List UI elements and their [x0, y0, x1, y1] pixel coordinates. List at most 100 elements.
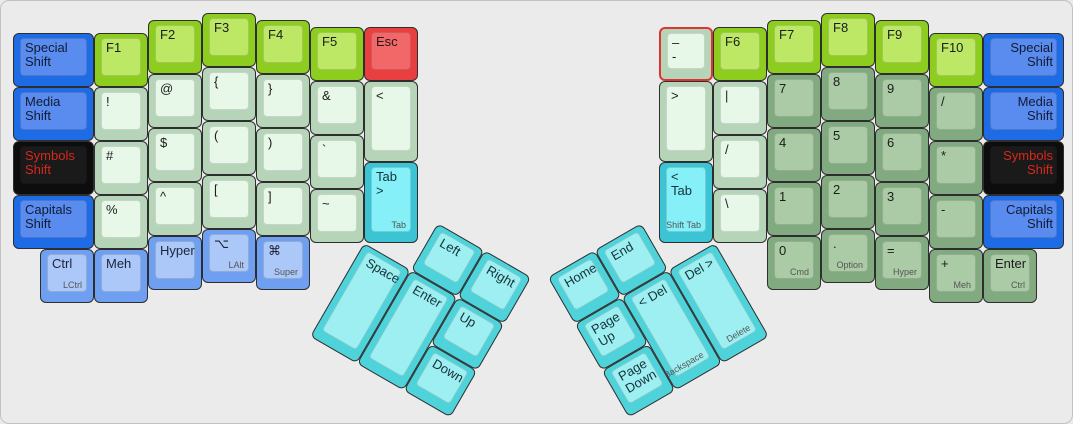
key-close-bracket[interactable]: ]: [256, 182, 310, 236]
key-dollar[interactable]: $: [148, 128, 202, 182]
key-special-shift-left[interactable]: Special Shift: [13, 33, 94, 87]
key-backslash[interactable]: \: [713, 189, 767, 243]
key-f5[interactable]: F5: [310, 27, 364, 81]
keytop: {: [209, 72, 249, 110]
key-num-5[interactable]: 5: [821, 121, 875, 175]
key-f10[interactable]: F10: [929, 33, 983, 87]
key-label: 0: [779, 243, 787, 258]
key-label: 1: [779, 189, 787, 204]
key-f7[interactable]: F7: [767, 20, 821, 74]
keytop: F2: [155, 25, 195, 63]
key-super[interactable]: ⌘ Super: [256, 236, 310, 290]
key-slash[interactable]: /: [713, 135, 767, 189]
key-exclamation[interactable]: !: [94, 87, 148, 141]
key-plus[interactable]: + Meh: [929, 249, 983, 303]
key-label: `: [322, 142, 327, 157]
keytop: F10: [936, 38, 976, 76]
key-close-brace[interactable]: }: [256, 74, 310, 128]
key-f8[interactable]: F8: [821, 13, 875, 67]
keytop: `: [317, 140, 357, 178]
key-greater-than[interactable]: >: [659, 81, 713, 162]
key-hyper[interactable]: Hyper: [148, 236, 202, 290]
key-esc[interactable]: Esc: [364, 27, 418, 81]
key-label: Left: [437, 234, 464, 259]
key-num-1[interactable]: 1: [767, 182, 821, 236]
key-shift-tab[interactable]: < Tab Shift Tab: [659, 162, 713, 243]
key-close-paren[interactable]: ): [256, 128, 310, 182]
key-num-6[interactable]: 6: [875, 128, 929, 182]
key-hash[interactable]: #: [94, 141, 148, 195]
key-label: ): [268, 135, 273, 150]
key-label: +: [941, 256, 949, 271]
keytop: ): [263, 133, 303, 171]
keytop: Capitals Shift: [990, 200, 1057, 238]
key-capitals-shift-right[interactable]: Capitals Shift: [983, 195, 1064, 249]
key-tab-forward[interactable]: Tab > Tab: [364, 162, 418, 243]
keytop: -: [936, 200, 976, 238]
key-left-alt[interactable]: ⌥ LAlt: [202, 229, 256, 283]
key-label: #: [106, 148, 114, 163]
keytop: 5: [828, 126, 868, 164]
key-open-paren[interactable]: (: [202, 121, 256, 175]
key-caret[interactable]: ^: [148, 182, 202, 236]
key-f4[interactable]: F4: [256, 20, 310, 74]
key-special-shift-right[interactable]: Special Shift: [983, 33, 1064, 87]
key-num-7[interactable]: 7: [767, 74, 821, 128]
key-enter-right[interactable]: Enter Ctrl: [983, 249, 1037, 303]
key-label: – -: [672, 35, 680, 64]
key-period[interactable]: . Option: [821, 229, 875, 283]
key-backtick[interactable]: `: [310, 135, 364, 189]
key-ampersand[interactable]: &: [310, 81, 364, 135]
key-label: 7: [779, 81, 787, 96]
key-num-4[interactable]: 4: [767, 128, 821, 182]
key-num-0[interactable]: 0 Cmd: [767, 236, 821, 290]
key-label: F5: [322, 34, 338, 49]
key-tilde[interactable]: ~: [310, 189, 364, 243]
key-meh[interactable]: Meh: [94, 249, 148, 303]
key-label: &: [322, 88, 331, 103]
keytop: >: [666, 86, 706, 151]
key-minus[interactable]: -: [929, 195, 983, 249]
key-num-8[interactable]: 8: [821, 67, 875, 121]
key-f1[interactable]: F1: [94, 33, 148, 87]
key-slash-upper[interactable]: /: [929, 87, 983, 141]
key-less-than[interactable]: <: [364, 81, 418, 162]
keytop: Enter Ctrl: [990, 254, 1030, 292]
keytop: F3: [209, 18, 249, 56]
key-symbols-shift-right[interactable]: Symbols Shift: [983, 141, 1064, 195]
key-label: {: [214, 74, 219, 89]
key-num-9[interactable]: 9: [875, 74, 929, 128]
key-media-shift-right[interactable]: Media Shift: [983, 87, 1064, 141]
key-label: F10: [941, 40, 964, 55]
key-f3[interactable]: F3: [202, 13, 256, 67]
key-left-ctrl[interactable]: Ctrl LCtrl: [40, 249, 94, 303]
key-f2[interactable]: F2: [148, 20, 202, 74]
key-label: Capitals Shift: [25, 202, 72, 231]
key-equals[interactable]: = Hyper: [875, 236, 929, 290]
key-label: Space: [363, 254, 403, 286]
key-label: Enter: [995, 256, 1027, 271]
key-open-brace[interactable]: {: [202, 67, 256, 121]
key-label: < Tab: [671, 169, 692, 198]
key-label: End: [608, 238, 636, 263]
keytop: F9: [882, 25, 922, 63]
key-symbols-shift-left[interactable]: Symbols Shift: [13, 141, 94, 195]
key-percent[interactable]: %: [94, 195, 148, 249]
key-open-bracket[interactable]: [: [202, 175, 256, 229]
keytop: = Hyper: [882, 241, 922, 279]
key-asterisk[interactable]: *: [929, 141, 983, 195]
key-num-3[interactable]: 3: [875, 182, 929, 236]
key-capitals-shift-left[interactable]: Capitals Shift: [13, 195, 94, 249]
keytop: @: [155, 79, 195, 117]
keytop: 3: [882, 187, 922, 225]
key-num-2[interactable]: 2: [821, 175, 875, 229]
keytop: F6: [720, 32, 760, 70]
key-f9[interactable]: F9: [875, 20, 929, 74]
key-f6[interactable]: F6: [713, 27, 767, 81]
key-at-sign[interactable]: @: [148, 74, 202, 128]
key-label: Special Shift: [1010, 40, 1053, 69]
key-media-shift-left[interactable]: Media Shift: [13, 87, 94, 141]
key-sublabel: Delete: [724, 322, 753, 344]
key-pipe[interactable]: |: [713, 81, 767, 135]
key-dash-selected[interactable]: – -: [659, 27, 713, 81]
